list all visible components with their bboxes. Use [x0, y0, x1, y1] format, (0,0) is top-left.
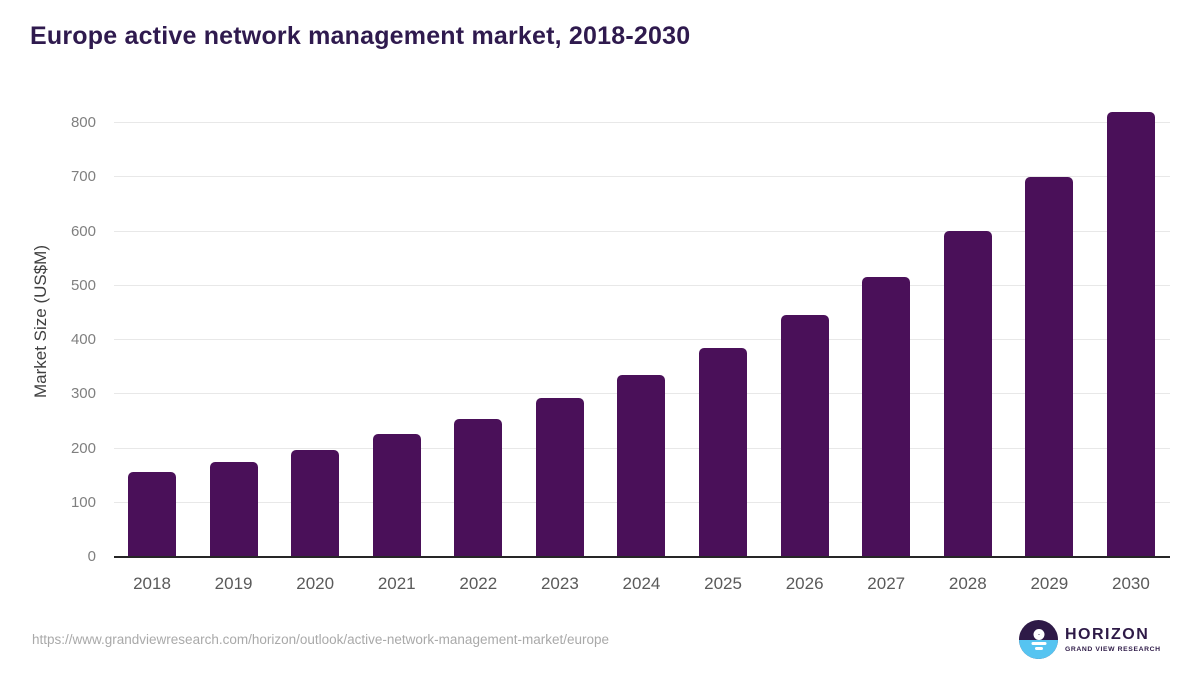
y-tick-label: 400	[70, 331, 96, 348]
y-tick-label: 300	[70, 385, 96, 403]
y-tick-label: 500	[70, 276, 96, 294]
gridline	[114, 339, 1170, 340]
bar-2022	[454, 418, 503, 557]
gridline	[114, 122, 1170, 123]
bar-2026	[780, 315, 829, 557]
sun-icon	[1033, 629, 1044, 640]
x-tick-label: 2025	[704, 574, 742, 593]
y-tick-label: 600	[70, 222, 96, 240]
x-tick-label: 2019	[214, 574, 253, 593]
bar-2020	[291, 450, 340, 557]
x-tick-label: 2020	[296, 574, 335, 593]
horizon-logo: HORIZON GRAND VIEW RESEARCH	[1019, 620, 1161, 659]
y-axis-title-text: Market Size (US$M)	[31, 245, 50, 399]
wave-line	[1034, 647, 1043, 650]
x-tick-label: 2021	[377, 574, 416, 593]
bar-2021	[372, 434, 421, 557]
bar-2030	[1106, 111, 1155, 557]
bars-container	[114, 87, 1170, 557]
gridline	[114, 284, 1170, 286]
x-tick-label: 2030	[1112, 574, 1150, 593]
x-tick-label: 2023	[540, 574, 579, 593]
x-tick-label: 2029	[1030, 574, 1069, 593]
y-tick-label: 100	[70, 493, 96, 511]
x-tick-labels: 2018 2019 2020 2021 2022 2023 2024 2025 2026 2027…	[114, 574, 1170, 594]
gridline	[114, 230, 1170, 232]
x-tick-label: 2024	[622, 574, 661, 593]
logo-name: HORIZON	[1065, 626, 1150, 643]
y-tick-label: 700	[70, 168, 96, 186]
logo-text: HORIZON GRAND VIEW RESEARCH	[1065, 626, 1161, 653]
bar-2023	[535, 398, 584, 557]
y-tick-label: 800	[70, 114, 96, 131]
x-tick-label: 2027	[867, 574, 906, 593]
x-tick-label: 2018	[133, 574, 171, 593]
plot-area: 0 100 200 300 400 500 600 700 800	[71, 87, 1170, 565]
y-tick-label: 200	[70, 439, 96, 457]
bar-2029	[1025, 177, 1074, 557]
chart-title: Europe active network management market,…	[30, 22, 691, 50]
source-url: https://www.grandviewresearch.com/horizo…	[32, 632, 610, 647]
x-tick-label: 2026	[785, 574, 824, 593]
y-axis-title: Market Size (US$M)	[30, 87, 52, 557]
bar-2027	[862, 277, 911, 557]
bar-2019	[209, 462, 258, 557]
bar-2025	[699, 348, 748, 557]
wave-line	[1031, 641, 1046, 645]
x-tick-label: 2028	[948, 574, 987, 593]
x-axis-line	[114, 556, 1170, 558]
x-tick-label: 2022	[459, 574, 498, 593]
horizon-sun-icon	[1019, 620, 1058, 659]
y-tick-label: 0	[87, 548, 96, 565]
gridline	[114, 176, 1170, 178]
bar-2024	[617, 374, 666, 557]
logo-subtitle: GRAND VIEW RESEARCH	[1065, 646, 1161, 653]
bar-2018	[128, 472, 176, 557]
bar-2028	[943, 230, 992, 557]
